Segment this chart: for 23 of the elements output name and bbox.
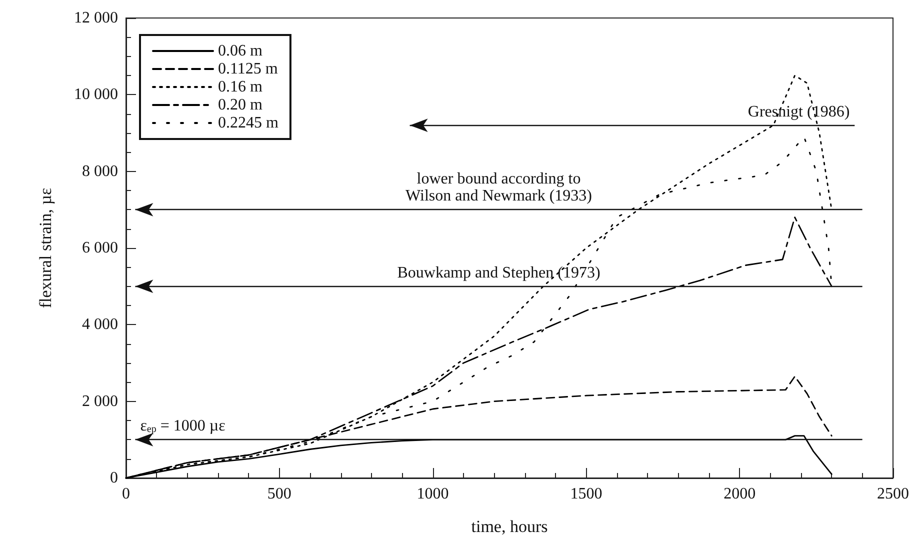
x-tick-label: 2000 (724, 486, 756, 502)
legend-label: 0.2245 m (218, 114, 279, 132)
y-tick-label: 4 000 (82, 316, 118, 334)
legend-label: 0.1125 m (218, 60, 278, 78)
y-tick-label: 6 000 (82, 240, 118, 256)
x-tick-label: 500 (267, 486, 292, 502)
y-tick-label: 12 000 (74, 10, 118, 26)
x-tick-label: 1500 (570, 486, 602, 502)
y-tick-label: 8 000 (82, 162, 118, 180)
x-tick-label: 0 (122, 486, 130, 502)
y-tick-label: 0 (110, 470, 118, 486)
y-axis-title: flexural strain, µε (36, 188, 55, 308)
x-tick-label: 1000 (416, 486, 449, 502)
ref-line-label: Gresnigt (1986) (748, 103, 850, 120)
x-tick-label: 2500 (877, 486, 909, 502)
legend-label: 0.20 m (218, 96, 263, 114)
ref-line-label: Bouwkamp and Stephen (1973) (397, 264, 600, 282)
legend-label: 0.06 m (218, 42, 263, 60)
legend-label: 0.16 m (218, 78, 263, 96)
y-tick-label: 2 000 (82, 392, 118, 410)
x-axis-title: time, hours (471, 517, 548, 536)
y-tick-label: 10 000 (74, 86, 118, 104)
ref-line-label: lower bound according to Wilson and Newmark (1933) (406, 170, 592, 205)
